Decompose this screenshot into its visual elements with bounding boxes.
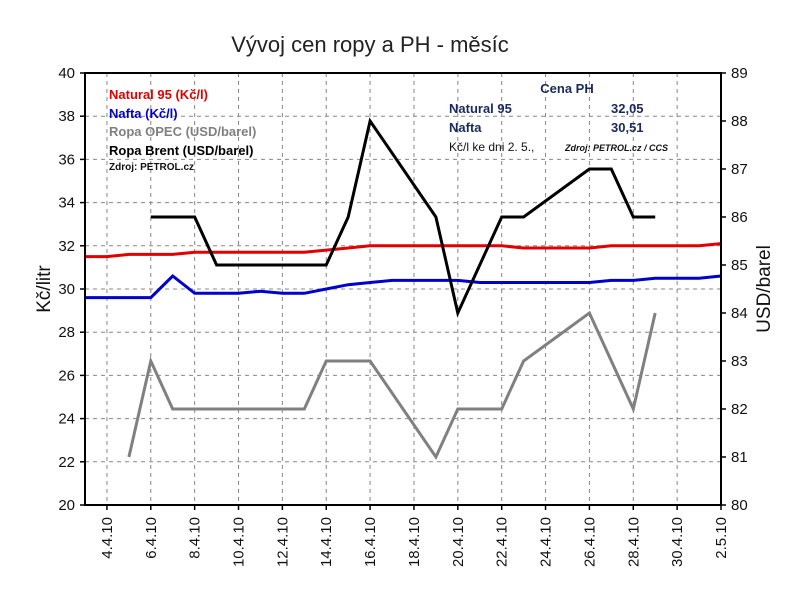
y2-tick-label: 82 [731,401,748,418]
series-line-1 [85,274,722,300]
y2-tick-label: 83 [731,353,748,370]
y2-tick-label: 87 [731,161,748,178]
x-tick-label: 30.4.10 [669,517,686,567]
y-tick-label: 34 [58,195,75,212]
legend-nafta: Nafta (Kč/l) [109,106,178,121]
x-tick-label: 12.4.10 [274,517,291,567]
y-tick-label: 30 [58,281,75,298]
x-tick-label: 4.4.10 [99,517,116,559]
y2-tick-label: 81 [731,449,748,466]
x-tick-label: 18.4.10 [406,517,423,567]
series-line-2 [127,310,657,461]
series-line-3 [150,117,656,318]
y-axis-label: Kč/litr [34,265,55,313]
price-box-title: Cena PH [540,81,593,96]
y-tick-label: 24 [58,411,75,428]
x-tick-label: 26.4.10 [581,517,598,567]
x-tick-label: 6.4.10 [143,517,160,559]
y-tick-label: 22 [58,454,75,471]
x-tick-label: 10.4.10 [231,517,248,567]
y2-tick-label: 85 [731,257,748,274]
y2-axis-label: USD/barel [754,245,775,333]
price-source: Zdroj: PETROL.cz / CCS [564,143,668,153]
grid [85,73,721,505]
y2-ticks: 80 81 82 83 84 85 86 87 88 89 [721,65,748,514]
y-tick-label: 36 [58,151,75,168]
x-tick-label: 16.4.10 [362,517,379,567]
x-ticks: 4.4.10 6.4.10 8.4.10 10.4.10 12.4.10 14.4.10 1… [99,505,730,567]
y-tick-label: 38 [58,108,75,125]
legend-source: Zdroj: PETROL.cz [109,162,194,173]
price-note: Kč/l ke dni 2. 5., [449,140,534,154]
x-tick-label: 20.4.10 [450,517,467,567]
x-tick-label: 24.4.10 [538,517,555,567]
price-row-nafta-value: 30,51 [611,120,644,135]
price-row-nafta-label: Nafta [449,120,482,135]
y2-tick-label: 86 [731,209,748,226]
legend-opec: Ropa OPEC (USD/barel) [109,124,256,139]
x-tick-label: 28.4.10 [625,517,642,567]
y-tick-label: 26 [58,367,75,384]
x-tick-label: 2.5.10 [713,517,730,559]
y2-tick-label: 89 [731,65,748,82]
y-tick-label: 40 [58,65,75,82]
y-tick-label: 28 [58,324,75,341]
series-line-0 [85,242,722,259]
series-group [85,117,722,461]
y2-tick-label: 84 [731,305,748,322]
y-tick-label: 20 [58,497,75,514]
y-ticks: 20 22 24 26 28 30 32 34 36 38 40 [58,65,85,514]
x-tick-label: 14.4.10 [318,517,335,567]
legend-brent: Ropa Brent (USD/barel) [109,143,253,158]
legend-natural95: Natural 95 (Kč/l) [109,87,208,102]
price-row-natural-value: 32,05 [611,101,644,116]
y2-tick-label: 80 [731,497,748,514]
legend: Natural 95 (Kč/l) Nafta (Kč/l) Ropa OPEC… [109,87,256,173]
y2-tick-label: 88 [731,113,748,130]
x-tick-label: 22.4.10 [494,517,511,567]
price-row-natural-label: Natural 95 [449,101,512,116]
y-tick-label: 32 [58,238,75,255]
price-box: Cena PH Natural 95 32,05 Nafta 30,51 Kč/… [449,81,668,154]
chart-title: Vývoj cen ropy a PH - měsíc [231,32,509,57]
x-tick-label: 8.4.10 [187,517,204,559]
